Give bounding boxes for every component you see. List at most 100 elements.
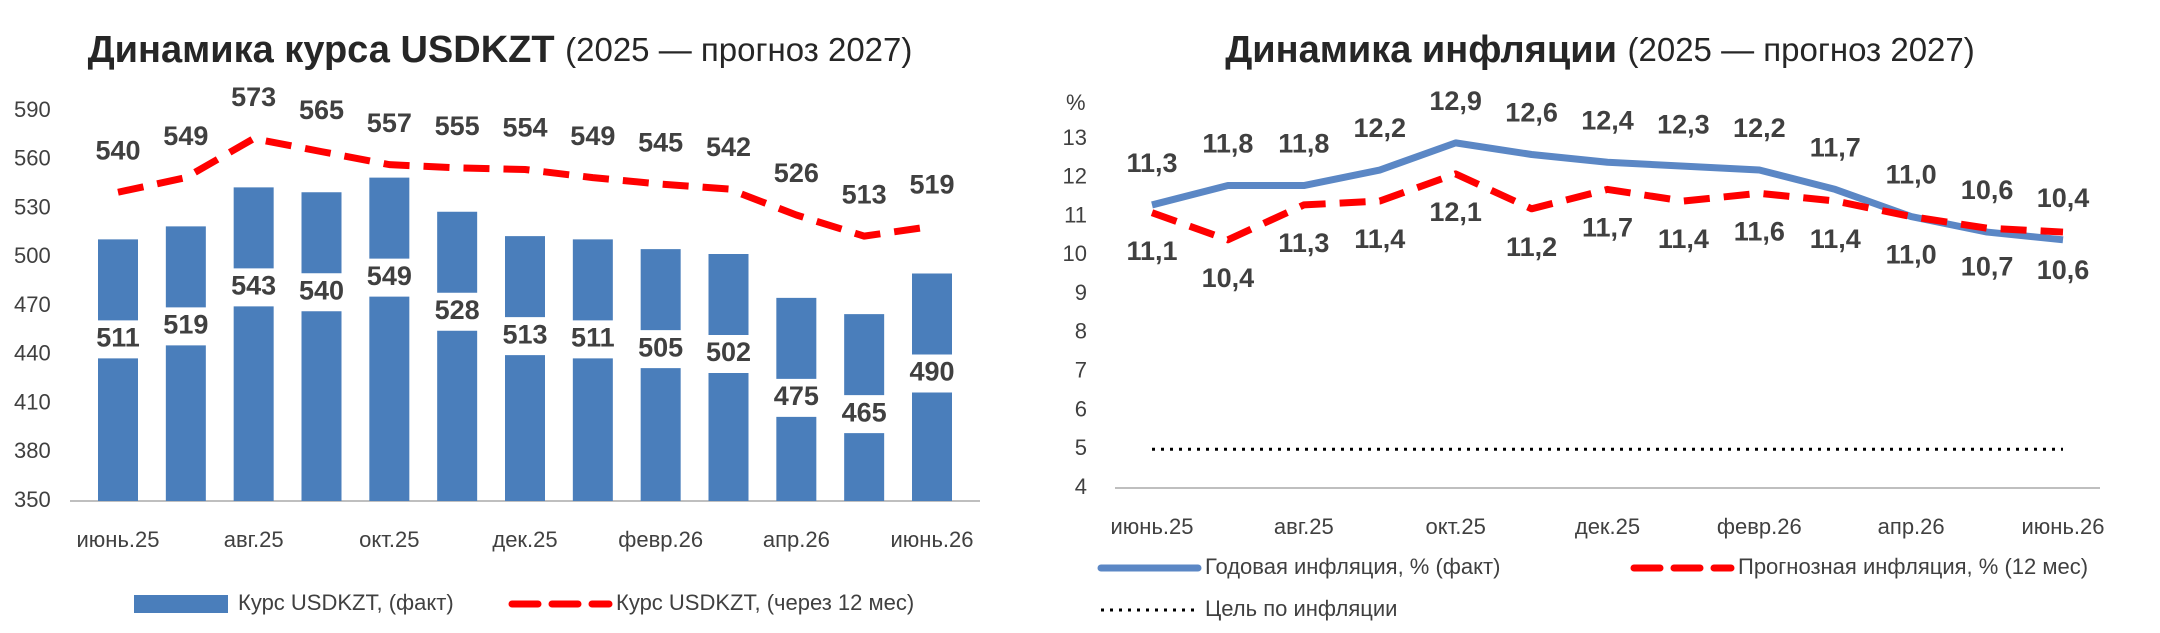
label-bg [289,273,354,312]
label-bg [560,320,625,359]
x-tick-label: июнь.26 [2022,514,2105,539]
value-label: 11,0 [1886,160,1937,190]
value-label: 505 [638,332,683,362]
label-bg [696,335,761,373]
legend-swatch [134,595,228,613]
value-label: 573 [231,82,276,112]
value-label: 549 [367,261,412,291]
value-label: 11,4 [1810,224,1861,254]
value-label: 555 [435,111,480,141]
value-label: 11,7 [1582,213,1633,243]
label-bg [357,258,422,297]
x-tick-label: июнь.25 [77,527,160,552]
y-tick-label: 9 [1075,280,1087,305]
value-label: 11,0 [1886,240,1937,270]
value-label: 554 [502,113,547,143]
value-label: 12,3 [1657,109,1710,139]
bar [708,254,749,501]
chart-title: Динамика инфляции (2025 — прогноз 2027) [1225,29,1975,71]
value-label: 540 [299,275,344,305]
y-tick-label: 11 [1064,202,1087,227]
x-tick-label: дек.25 [492,527,557,552]
value-label: 557 [367,108,412,138]
y-tick-label: 440 [14,341,51,366]
legend-label: Курс USDKZT, (факт) [238,590,454,615]
value-label: 565 [299,95,344,125]
y-tick-label: 12 [1063,164,1087,189]
value-label: 549 [570,121,615,151]
y-tick-label: 380 [14,438,51,463]
label-bg [493,317,557,356]
value-label: 12,2 [1353,113,1406,143]
y-tick-label: 8 [1075,319,1087,344]
legend-label: Курс USDKZT, (через 12 мес) [616,590,914,615]
value-label: 511 [96,323,140,353]
y-tick-label: 5 [1075,435,1087,460]
x-tick-label: апр.26 [1878,514,1945,539]
value-label: 502 [706,337,751,367]
label-bg [832,395,897,434]
value-label: 11,3 [1126,148,1177,178]
value-label: 11,1 [1126,236,1177,266]
value-label: 10,6 [2037,255,2090,285]
value-label: 12,6 [1505,98,1558,128]
y-tick-label: 6 [1075,396,1087,421]
x-tick-label: окт.25 [359,527,419,552]
value-label: 549 [163,121,208,151]
value-label: 540 [95,135,140,165]
value-label: 11,8 [1278,129,1329,159]
legend-label: Цель по инфляции [1205,596,1397,621]
y-tick-label: 410 [14,389,51,414]
value-label: 511 [571,323,615,353]
y-tick-label: 500 [14,243,51,268]
line [1151,139,2064,244]
value-label: 475 [774,381,819,411]
value-label: 519 [163,310,208,340]
y-axis-label: % [1066,90,1086,115]
value-label: 11,4 [1658,224,1709,254]
value-label: 11,8 [1202,129,1253,159]
bar [505,236,545,501]
value-label: 10,4 [1202,263,1255,293]
x-tick-label: июнь.25 [1111,514,1194,539]
value-label: 542 [706,132,751,162]
bar [165,226,206,501]
x-tick-label: дек.25 [1575,514,1640,539]
y-tick-label: 560 [14,146,51,171]
value-label: 12,4 [1581,105,1634,135]
y-tick-label: 4 [1075,474,1087,499]
label-bg [900,354,964,393]
y-tick-label: 470 [14,292,51,317]
value-label: 10,6 [1961,175,2014,205]
bar [98,239,138,501]
value-label: 12,9 [1429,86,1482,116]
bar [233,187,274,501]
label-bg [153,307,218,346]
label-bg [628,330,693,369]
title: Динамика инфляции [1225,29,1617,71]
line [1150,170,2064,244]
x-tick-label: апр.26 [763,527,830,552]
x-tick-label: февр.26 [1717,514,1802,539]
label-bg [221,268,286,307]
value-label: 10,4 [2037,183,2090,213]
subtitle: (2025 — прогноз 2027) [565,31,912,68]
value-label: 543 [231,271,276,301]
x-tick-label: февр.26 [618,527,703,552]
value-label: 513 [502,319,547,349]
value-label: 465 [842,397,887,427]
value-label: 12,2 [1733,113,1786,143]
x-tick-label: окт.25 [1426,514,1486,539]
value-label: 11,7 [1810,133,1861,163]
chart-title: Динамика курса USDKZT (2025 — прогноз 20… [88,29,913,71]
y-tick-label: 13 [1063,125,1087,150]
label-bg [86,320,150,359]
value-label: 513 [842,179,887,209]
label-bg [764,378,829,417]
value-label: 545 [638,127,683,157]
value-label: 11,6 [1734,216,1785,246]
y-tick-label: 350 [14,487,51,512]
bar [301,192,342,501]
x-tick-label: авг.25 [224,527,284,552]
